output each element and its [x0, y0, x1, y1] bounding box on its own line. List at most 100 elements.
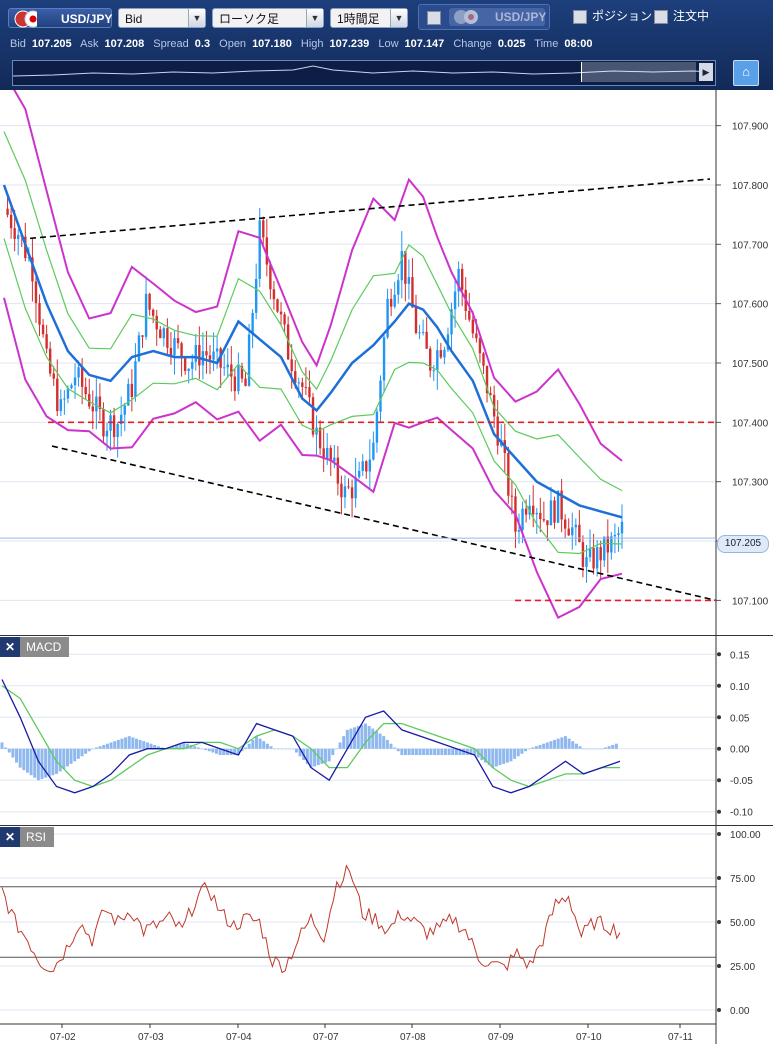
- macd-histogram-bar: [425, 748, 429, 756]
- y-tick-mark: [717, 715, 721, 720]
- low-value: 107.147: [404, 38, 445, 50]
- candle-down: [262, 220, 265, 238]
- candle-up: [517, 530, 521, 532]
- candle-down: [112, 415, 116, 437]
- candle-up: [251, 312, 254, 335]
- candle-up: [326, 447, 329, 460]
- candle-down: [492, 394, 496, 417]
- candle-up: [162, 328, 166, 339]
- navigator-window[interactable]: [581, 62, 696, 82]
- lower-trendline: [51, 445, 717, 602]
- macd-histogram-bar: [87, 748, 91, 752]
- price-type-select[interactable]: Bid ▼: [118, 8, 206, 28]
- macd-histogram-bar: [233, 748, 237, 756]
- macd-histogram-bar: [269, 746, 273, 749]
- macd-histogram-bar: [451, 748, 455, 756]
- candle-down: [439, 350, 443, 358]
- candle-up: [116, 424, 119, 437]
- candle-up: [191, 361, 194, 369]
- candle-down: [80, 367, 84, 387]
- candle-down: [429, 348, 432, 371]
- macd-histogram-bar: [444, 748, 448, 756]
- candle-up: [556, 490, 560, 523]
- macd-histogram-bar: [603, 747, 607, 749]
- candle-up: [386, 298, 389, 338]
- candle-up: [372, 442, 375, 460]
- macd-histogram-bar: [211, 748, 215, 753]
- candle-down: [311, 397, 315, 435]
- macd-histogram-bar: [433, 748, 437, 756]
- candle-down: [166, 328, 169, 348]
- macd-histogram-bar: [251, 739, 255, 749]
- macd-histogram-bar: [345, 729, 349, 749]
- candle-down: [567, 528, 570, 536]
- chart-navigator[interactable]: ▶: [12, 60, 716, 86]
- macd-histogram-bar: [553, 739, 557, 749]
- y-tick-label: 100.00: [730, 830, 761, 841]
- candle-up: [379, 380, 382, 412]
- candle-up: [368, 459, 372, 472]
- candle-up: [95, 396, 98, 412]
- chevron-down-icon: ▼: [188, 9, 205, 27]
- compare-checkbox[interactable]: [427, 11, 441, 25]
- macd-histogram-bar: [560, 737, 564, 749]
- symbol-selector[interactable]: USD/JPY: [8, 8, 112, 28]
- macd-histogram-bar: [153, 744, 157, 749]
- candle-down: [553, 500, 556, 523]
- home-icon[interactable]: ⌂: [733, 60, 759, 86]
- candle-down: [290, 359, 293, 372]
- rsi-panel[interactable]: 100.00 75.00 50.00 25.00 0.00 07-02 07-03 07-04…: [0, 826, 773, 1044]
- macd-histogram-bar: [320, 748, 324, 764]
- macd-histogram-bar: [418, 748, 422, 756]
- candle-up: [66, 388, 70, 399]
- position-checkbox[interactable]: [573, 10, 587, 24]
- macd-panel[interactable]: 0.15 0.10 0.05 0.00 -0.05 -0.10: [0, 636, 773, 826]
- macd-histogram-bar: [262, 741, 266, 749]
- macd-histogram-bar: [193, 746, 197, 749]
- macd-histogram-bar: [91, 748, 95, 750]
- chevron-right-icon[interactable]: ▶: [699, 63, 713, 81]
- macd-histogram-bar: [527, 748, 531, 750]
- macd-histogram-bar: [131, 737, 135, 749]
- candle-up: [144, 293, 148, 337]
- y-tick-label: 0.00: [730, 745, 750, 756]
- candle-up: [436, 350, 439, 371]
- close-icon[interactable]: ✕: [0, 827, 20, 847]
- compare-symbol-selector[interactable]: USD/JPY: [449, 8, 546, 26]
- candle-up: [120, 414, 123, 425]
- candle-down: [294, 371, 297, 383]
- candle-up: [127, 383, 130, 406]
- macd-histogram-bar: [483, 748, 487, 763]
- candle-up: [354, 477, 357, 499]
- candle-up: [187, 368, 190, 371]
- order-checkbox[interactable]: [654, 10, 668, 24]
- candle-up: [521, 508, 524, 531]
- macd-histogram-bar: [69, 748, 73, 764]
- candle-up: [613, 534, 617, 537]
- candle-up: [70, 385, 73, 389]
- x-tick-label: 07-09: [488, 1032, 514, 1043]
- macd-histogram-bar: [578, 746, 582, 749]
- macd-histogram-bar: [611, 744, 615, 749]
- macd-histogram-bar: [58, 748, 62, 772]
- macd-histogram-bar: [29, 748, 33, 776]
- timeframe-select[interactable]: 1時間足 ▼: [330, 8, 408, 28]
- macd-histogram-bar: [563, 736, 567, 749]
- y-tick-label: 0.15: [730, 650, 750, 661]
- x-tick-label: 07-03: [138, 1032, 164, 1043]
- y-tick-label: 107.400: [732, 418, 769, 429]
- macd-histogram-bar: [276, 748, 280, 750]
- candle-up: [588, 547, 592, 558]
- price-chart[interactable]: 107.900 107.800 107.700 107.600 107.500 107.4…: [0, 90, 773, 636]
- candle-down: [468, 310, 471, 320]
- chart-type-select[interactable]: ローソク足 ▼: [212, 8, 324, 28]
- candle-down: [276, 299, 279, 312]
- macd-histogram-bar: [473, 748, 477, 756]
- candle-up: [77, 367, 80, 378]
- macd-histogram-bar: [491, 748, 495, 768]
- candle-down: [414, 307, 418, 334]
- candle-down: [272, 289, 276, 300]
- close-icon[interactable]: ✕: [0, 637, 20, 657]
- macd-histogram-bar: [614, 743, 618, 749]
- macd-histogram-bar: [600, 748, 604, 750]
